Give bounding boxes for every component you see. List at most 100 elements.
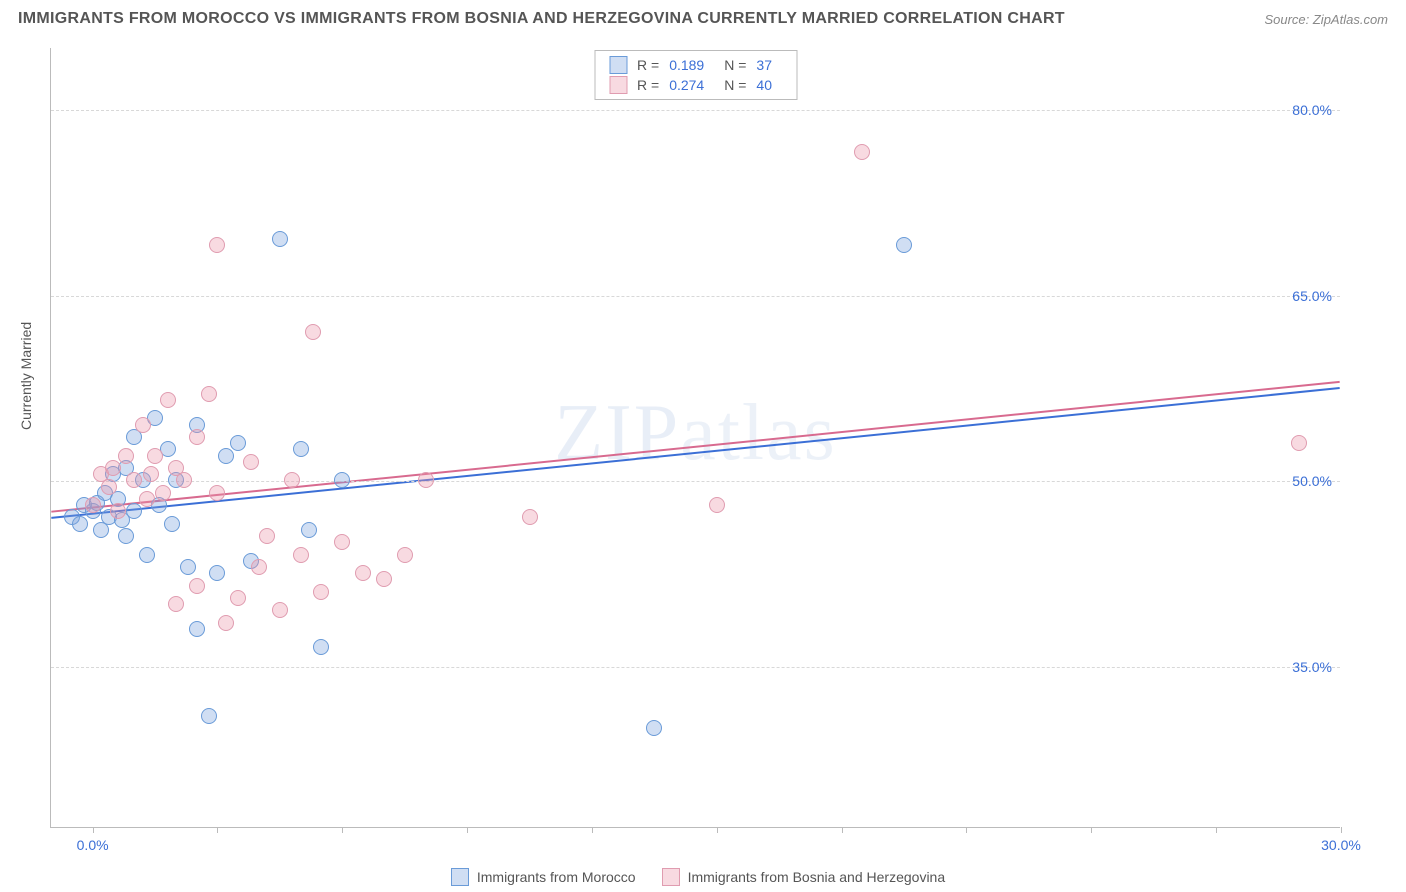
x-tick <box>217 827 218 833</box>
legend-label: Immigrants from Bosnia and Herzegovina <box>688 869 946 885</box>
data-point <box>168 596 184 612</box>
legend-swatch-icon <box>451 868 469 886</box>
data-point <box>143 466 159 482</box>
x-tick <box>966 827 967 833</box>
x-tick <box>1091 827 1092 833</box>
x-tick <box>717 827 718 833</box>
chart-title: IMMIGRANTS FROM MOROCCO VS IMMIGRANTS FR… <box>18 10 1065 28</box>
legend-swatch-icon <box>609 76 627 94</box>
data-point <box>189 578 205 594</box>
data-point <box>135 417 151 433</box>
source-label: Source: ZipAtlas.com <box>1264 12 1388 27</box>
data-point <box>218 448 234 464</box>
legend-swatch-icon <box>662 868 680 886</box>
data-point <box>896 237 912 253</box>
data-point <box>126 472 142 488</box>
legend-item: Immigrants from Morocco <box>451 868 636 886</box>
n-value: 37 <box>756 57 772 73</box>
data-point <box>334 534 350 550</box>
data-point <box>313 639 329 655</box>
r-value: 0.274 <box>669 77 704 93</box>
data-point <box>305 324 321 340</box>
legend-label: Immigrants from Morocco <box>477 869 636 885</box>
data-point <box>272 231 288 247</box>
data-point <box>147 448 163 464</box>
plot-area: ZIPatlas R = 0.189 N = 37 R = 0.274 N = … <box>50 48 1340 828</box>
data-point <box>301 522 317 538</box>
data-point <box>189 429 205 445</box>
gridline <box>51 481 1340 482</box>
data-point <box>110 503 126 519</box>
data-point <box>243 454 259 470</box>
n-label: N = <box>724 77 746 93</box>
x-tick <box>93 827 94 833</box>
x-tick <box>1341 827 1342 833</box>
data-point <box>293 441 309 457</box>
data-point <box>189 621 205 637</box>
data-point <box>209 565 225 581</box>
title-bar: IMMIGRANTS FROM MOROCCO VS IMMIGRANTS FR… <box>0 0 1406 34</box>
data-point <box>72 516 88 532</box>
data-point <box>209 485 225 501</box>
data-point <box>418 472 434 488</box>
data-point <box>230 435 246 451</box>
data-point <box>139 491 155 507</box>
data-point <box>313 584 329 600</box>
data-point <box>1291 435 1307 451</box>
data-point <box>118 528 134 544</box>
data-point <box>164 516 180 532</box>
y-axis-label: Currently Married <box>18 322 34 430</box>
data-point <box>293 547 309 563</box>
data-point <box>397 547 413 563</box>
data-point <box>854 144 870 160</box>
legend-stats: R = 0.189 N = 37 R = 0.274 N = 40 <box>594 50 797 100</box>
data-point <box>646 720 662 736</box>
gridline <box>51 110 1340 111</box>
data-point <box>251 559 267 575</box>
y-tick-label: 35.0% <box>1292 659 1332 675</box>
data-point <box>522 509 538 525</box>
x-tick <box>467 827 468 833</box>
x-tick-label: 0.0% <box>77 837 109 853</box>
watermark: ZIPatlas <box>554 387 837 478</box>
data-point <box>139 547 155 563</box>
x-tick <box>342 827 343 833</box>
legend-item: Immigrants from Bosnia and Herzegovina <box>662 868 946 886</box>
x-tick <box>592 827 593 833</box>
n-value: 40 <box>756 77 772 93</box>
legend-row: R = 0.274 N = 40 <box>595 75 796 95</box>
y-tick-label: 50.0% <box>1292 473 1332 489</box>
data-point <box>105 460 121 476</box>
data-point <box>118 448 134 464</box>
r-label: R = <box>637 57 659 73</box>
y-tick-label: 80.0% <box>1292 102 1332 118</box>
gridline <box>51 296 1340 297</box>
data-point <box>201 386 217 402</box>
data-point <box>101 479 117 495</box>
data-point <box>259 528 275 544</box>
data-point <box>272 602 288 618</box>
gridline <box>51 667 1340 668</box>
r-value: 0.189 <box>669 57 704 73</box>
data-point <box>218 615 234 631</box>
data-point <box>201 708 217 724</box>
data-point <box>209 237 225 253</box>
data-point <box>176 472 192 488</box>
data-point <box>376 571 392 587</box>
data-point <box>284 472 300 488</box>
n-label: N = <box>724 57 746 73</box>
y-tick-label: 65.0% <box>1292 288 1332 304</box>
x-tick <box>1216 827 1217 833</box>
data-point <box>155 485 171 501</box>
x-tick-label: 30.0% <box>1321 837 1361 853</box>
data-point <box>355 565 371 581</box>
legend-row: R = 0.189 N = 37 <box>595 55 796 75</box>
data-point <box>160 392 176 408</box>
legend-series: Immigrants from Morocco Immigrants from … <box>50 868 1346 886</box>
data-point <box>334 472 350 488</box>
r-label: R = <box>637 77 659 93</box>
data-point <box>85 497 101 513</box>
data-point <box>230 590 246 606</box>
data-point <box>709 497 725 513</box>
legend-swatch-icon <box>609 56 627 74</box>
